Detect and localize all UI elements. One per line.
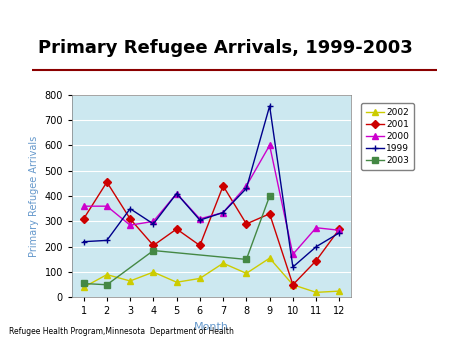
2000 [313,226,319,230]
Line: 2001: 2001 [81,179,342,288]
1999 [174,191,179,195]
Line: 2000: 2000 [81,143,342,257]
2002 [337,289,342,293]
2002 [151,270,156,274]
2000 [174,191,179,195]
2002 [220,261,226,265]
2000 [151,219,156,223]
2000 [267,143,272,147]
1999 [81,240,86,244]
2001 [267,212,272,216]
1999 [220,211,226,215]
2001 [290,283,296,287]
2002 [127,279,133,283]
2003 [267,194,272,198]
2003 [81,282,86,286]
Line: 2003: 2003 [81,193,272,288]
2001 [174,227,179,231]
2001 [81,217,86,221]
2001 [127,217,133,221]
2001 [244,222,249,226]
2000 [104,204,110,208]
2003 [244,258,249,262]
2002 [81,285,86,289]
2001 [197,243,202,247]
2003 [104,283,110,287]
2000 [337,228,342,232]
Text: Primary Refugee Arrivals, 1999-2003: Primary Refugee Arrivals, 1999-2003 [38,39,412,57]
Y-axis label: Primary Refugee Arrivals: Primary Refugee Arrivals [29,136,39,257]
2000 [290,252,296,256]
2002 [244,271,249,275]
1999 [127,207,133,211]
2001 [313,259,319,263]
2002 [313,290,319,294]
X-axis label: Month: Month [194,322,229,332]
Line: 1999: 1999 [81,103,342,270]
2002 [174,280,179,284]
2001 [337,227,342,231]
2000 [244,184,249,188]
2001 [220,184,226,188]
1999 [313,245,319,249]
1999 [244,187,249,191]
2000 [81,204,86,208]
1999 [337,231,342,235]
2002 [290,283,296,287]
2002 [197,276,202,281]
2001 [104,180,110,184]
Legend: 2002, 2001, 2000, 1999, 2003: 2002, 2001, 2000, 1999, 2003 [361,103,414,170]
Text: Refugee Health Program,Minnesota  Department of Health: Refugee Health Program,Minnesota Departm… [9,327,234,336]
2003 [151,248,156,252]
1999 [151,222,156,226]
2000 [197,217,202,221]
2000 [220,211,226,215]
1999 [267,104,272,108]
2002 [104,272,110,276]
Line: 2002: 2002 [81,256,342,295]
2002 [267,256,272,260]
2001 [151,243,156,247]
1999 [197,218,202,222]
1999 [290,265,296,269]
1999 [104,238,110,242]
2000 [127,223,133,227]
